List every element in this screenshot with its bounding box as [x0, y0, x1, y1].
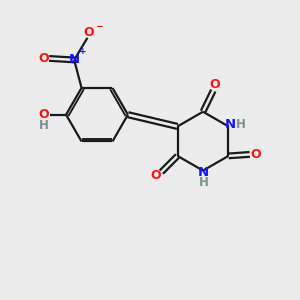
Text: O: O	[84, 26, 94, 39]
Text: N: N	[224, 118, 236, 130]
Text: N: N	[69, 53, 80, 66]
Text: H: H	[236, 118, 246, 131]
Text: −: −	[95, 22, 102, 31]
Text: H: H	[199, 176, 208, 190]
Text: O: O	[151, 169, 161, 182]
Text: O: O	[38, 52, 49, 65]
Text: H: H	[38, 119, 48, 132]
Text: O: O	[209, 78, 220, 91]
Text: N: N	[198, 166, 209, 178]
Text: O: O	[38, 108, 49, 121]
Text: O: O	[251, 148, 262, 161]
Text: +: +	[79, 47, 86, 56]
